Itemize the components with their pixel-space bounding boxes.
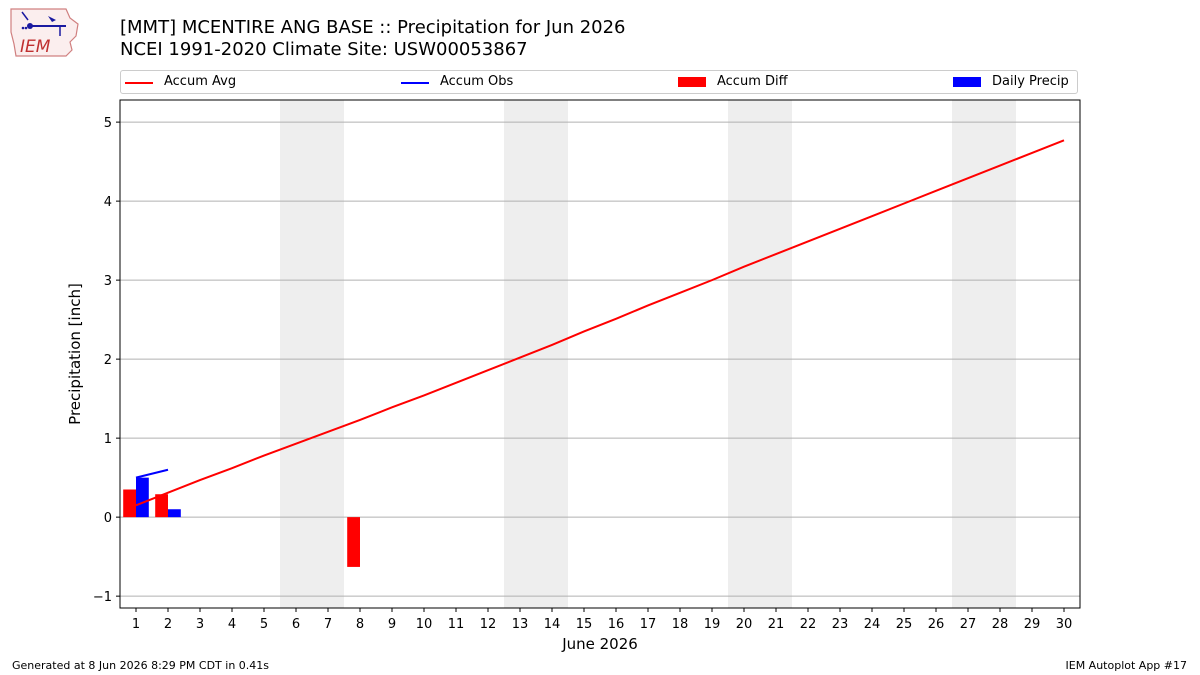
x-tick-label-21: 21 xyxy=(768,617,785,632)
x-tick-label-10: 10 xyxy=(416,617,433,632)
legend-label-accum-avg: Accum Avg xyxy=(164,74,237,89)
x-tick-label-19: 19 xyxy=(704,617,721,632)
x-tick-label-7: 7 xyxy=(324,617,332,632)
x-tick-label-1: 1 xyxy=(132,617,140,632)
footer-generated: Generated at 8 Jun 2026 8:29 PM CDT in 0… xyxy=(12,659,270,672)
x-tick-label-24: 24 xyxy=(864,617,881,632)
x-tick-label-13: 13 xyxy=(512,617,529,632)
daily-precip-bar-2 xyxy=(168,509,181,518)
y-axis-label: Precipitation [inch] xyxy=(66,283,84,425)
y-tick-label-4: 4 xyxy=(104,195,112,210)
x-tick-label-11: 11 xyxy=(448,617,465,632)
weekend-band-1 xyxy=(280,100,344,608)
weekend-band-4 xyxy=(952,100,1016,608)
x-tick-label-3: 3 xyxy=(196,617,204,632)
x-tick-label-28: 28 xyxy=(992,617,1009,632)
y-tick-label-2: 2 xyxy=(104,353,112,368)
legend-swatch-accum-avg xyxy=(125,82,153,84)
x-tick-label-6: 6 xyxy=(292,617,300,632)
x-tick-label-14: 14 xyxy=(544,617,561,632)
x-axis-label: June 2026 xyxy=(561,635,638,653)
x-tick-label-15: 15 xyxy=(576,617,593,632)
legend-swatch-accum-obs xyxy=(401,82,429,84)
chart-title: [MMT] MCENTIRE ANG BASE :: Precipitation… xyxy=(120,17,626,38)
plot-frame xyxy=(119,99,1081,609)
logo-text: IEM xyxy=(20,37,51,57)
x-tick-label-2: 2 xyxy=(164,617,172,632)
x-tick-label-18: 18 xyxy=(672,617,689,632)
iem-iowa-logo-icon: IEM xyxy=(10,8,79,57)
x-tick-label-17: 17 xyxy=(640,617,657,632)
bars xyxy=(123,477,360,567)
gridlines xyxy=(120,121,1080,597)
x-axis-ticks: 1 2 3 4 5 6 7 8 9 10 11 12 13 14 15 16 17 18 19 20 21 22 23 24 2… xyxy=(132,608,1072,632)
x-tick-label-29: 29 xyxy=(1024,617,1041,632)
x-tick-label-9: 9 xyxy=(388,617,396,632)
y-tick-label-5: 5 xyxy=(104,116,112,131)
y-axis-ticks: −1 0 1 2 3 4 5 xyxy=(93,116,120,605)
x-tick-label-4: 4 xyxy=(228,617,236,632)
legend-label-accum-obs: Accum Obs xyxy=(440,74,514,89)
chart-subtitle: NCEI 1991-2020 Climate Site: USW00053867 xyxy=(120,39,528,60)
x-tick-label-26: 26 xyxy=(928,617,945,632)
x-tick-label-5: 5 xyxy=(260,617,268,632)
x-tick-label-30: 30 xyxy=(1056,617,1073,632)
y-tick-label--1: −1 xyxy=(93,590,112,605)
iem-logo: IEM xyxy=(8,6,80,60)
legend-swatch-accum-diff xyxy=(678,77,706,87)
x-tick-label-20: 20 xyxy=(736,617,753,632)
legend: Accum Avg Accum Obs Accum Diff Daily Pre… xyxy=(120,70,1078,94)
accum-diff-bar-1 xyxy=(123,489,136,518)
x-tick-label-27: 27 xyxy=(960,617,977,632)
y-tick-label-1: 1 xyxy=(104,432,112,447)
accum-diff-bar-2 xyxy=(155,494,168,518)
legend-label-daily-precip: Daily Precip xyxy=(992,74,1069,89)
footer-app: IEM Autoplot App #17 xyxy=(1065,659,1188,672)
x-tick-label-8: 8 xyxy=(356,617,364,632)
accum-diff-bar-8 xyxy=(347,517,360,567)
y-tick-label-0: 0 xyxy=(104,511,112,526)
legend-label-accum-diff: Accum Diff xyxy=(717,74,788,89)
lines xyxy=(135,139,1065,507)
weekend-band-3 xyxy=(728,100,792,608)
daily-precip-bar-1 xyxy=(136,477,149,518)
weekend-band-2 xyxy=(504,100,568,608)
x-tick-label-23: 23 xyxy=(832,617,849,632)
accum-avg-line xyxy=(135,139,1065,507)
accum-obs-line xyxy=(135,468,169,479)
legend-swatch-daily-precip xyxy=(953,77,981,87)
x-tick-label-25: 25 xyxy=(896,617,913,632)
x-tick-label-22: 22 xyxy=(800,617,817,632)
x-tick-label-16: 16 xyxy=(608,617,625,632)
weekend-shading xyxy=(280,100,1016,608)
x-tick-label-12: 12 xyxy=(480,617,497,632)
y-tick-label-3: 3 xyxy=(104,274,112,289)
